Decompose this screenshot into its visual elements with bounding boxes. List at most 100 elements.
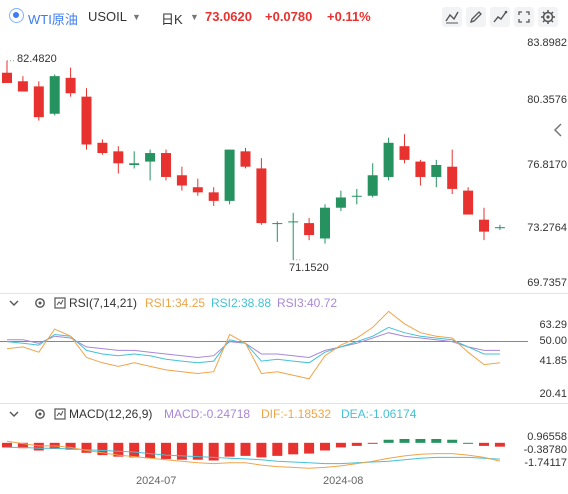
- candle-body: [399, 146, 410, 160]
- rsi2-line: [6, 326, 500, 364]
- candle-body: [224, 149, 235, 201]
- candle-body: [479, 219, 489, 232]
- macd-bar: [240, 442, 251, 456]
- symbol-logo-icon: [9, 8, 24, 23]
- price-tick: 69.7357: [527, 277, 567, 289]
- candle-body: [304, 223, 315, 236]
- panel-divider: [0, 293, 568, 294]
- candle-body: [415, 161, 426, 177]
- candle-body: [208, 192, 219, 201]
- chart-header: WTI原油 USOIL ▼ 日K ▼ 73.0620 +0.0780 +0.11…: [0, 0, 568, 34]
- macd-bar: [288, 442, 299, 455]
- symbol-code[interactable]: USOIL: [88, 9, 128, 24]
- macd-bar: [256, 442, 267, 458]
- candle-body: [17, 81, 28, 92]
- macd-bar: [494, 442, 505, 447]
- macd-bar: [192, 442, 203, 460]
- dea-line: [7, 446, 500, 465]
- high-price-label: 82.4820: [17, 53, 57, 65]
- macd-bar: [2, 442, 12, 448]
- x-tick: 2024-08: [323, 475, 364, 487]
- fullscreen-icon[interactable]: [514, 7, 534, 27]
- macd-title: MACD(12,26,9): [69, 407, 153, 421]
- rsi-tick: 20.41: [539, 388, 567, 400]
- candle-body: [81, 96, 92, 145]
- low-price-label: 71.1520: [289, 262, 329, 274]
- macd-bar: [208, 442, 219, 461]
- macd-bar: [81, 442, 92, 453]
- macd-legend: MACD(12,26,9) MACD:-0.24718 DIF:-1.18532…: [0, 407, 540, 425]
- macd-value: MACD:-0.24718: [164, 407, 251, 421]
- macd-bar: [367, 442, 378, 444]
- chart-type-icon[interactable]: [442, 7, 462, 27]
- symbol-name[interactable]: WTI原油: [28, 12, 78, 27]
- rsi2-value: RSI2:38.88: [211, 296, 272, 310]
- macd-bar: [161, 442, 171, 459]
- candle-body: [256, 168, 267, 224]
- rsi-tick: 63.29: [539, 319, 567, 331]
- price-tick: 83.8982: [527, 37, 567, 49]
- macd-bar: [224, 442, 235, 457]
- candle-body: [113, 151, 124, 164]
- dif-value: DIF:-1.18532: [261, 407, 332, 421]
- candle-body: [335, 197, 346, 208]
- macd-bar: [431, 438, 442, 443]
- candle-body: [129, 163, 140, 165]
- timeframe-select[interactable]: 日K: [161, 12, 183, 27]
- macd-bar: [351, 442, 362, 446]
- symbol-dropdown-icon[interactable]: ▼: [132, 12, 141, 22]
- candle-body: [431, 164, 442, 177]
- candle-body: [145, 153, 156, 162]
- macd-bar: [113, 442, 124, 457]
- candle-body: [383, 142, 394, 177]
- candle-body: [351, 195, 362, 197]
- macd-bar: [415, 438, 426, 443]
- price-tick: 80.3576: [527, 94, 567, 106]
- macd-tick: -0.38780: [523, 444, 567, 456]
- candle-body: [494, 227, 505, 229]
- price-tick: 76.8170: [527, 159, 567, 171]
- draw-icon[interactable]: [466, 7, 486, 27]
- macd-bar: [97, 442, 108, 456]
- timeframe-dropdown-icon[interactable]: ▼: [190, 12, 199, 22]
- rsi1-value: RSI1:34.25: [145, 296, 206, 310]
- macd-bar: [145, 442, 156, 459]
- macd-bar: [383, 439, 394, 443]
- rsi1-line: [6, 310, 500, 380]
- panel-divider: [0, 403, 568, 404]
- macd-bar: [129, 442, 140, 458]
- candle-body: [320, 207, 330, 239]
- candle-body: [367, 175, 378, 196]
- candle-body: [463, 190, 474, 215]
- candle-body: [192, 187, 203, 193]
- candle-body: [2, 72, 12, 83]
- settings-icon[interactable]: [538, 7, 558, 27]
- rsi3-line: [7, 332, 500, 359]
- dea-value: DEA:-1.06174: [341, 407, 417, 421]
- price-change: +0.0780: [265, 9, 313, 24]
- macd-bar: [320, 442, 330, 451]
- price-change-pct: +0.11%: [327, 9, 371, 24]
- indicator-icon[interactable]: [490, 7, 510, 27]
- candle-body: [49, 76, 60, 114]
- candle-body: [447, 166, 458, 189]
- dif-line: [6, 440, 501, 469]
- rsi-tick: 41.85: [539, 355, 567, 367]
- price-tick: 73.2764: [527, 222, 567, 234]
- macd-bar: [17, 442, 28, 449]
- x-tick: 2024-07: [136, 475, 177, 487]
- candle-body: [97, 142, 108, 154]
- macd-bar: [447, 439, 458, 443]
- macd-bar: [65, 442, 76, 450]
- macd-bar: [479, 442, 489, 446]
- candle-body: [288, 221, 299, 223]
- macd-bar: [304, 442, 315, 454]
- last-price: 73.0620: [205, 9, 252, 24]
- rsi-legend: RSI(7,14,21) RSI1:34.25 RSI2:38.88 RSI3:…: [0, 296, 540, 314]
- candle-body: [161, 153, 171, 177]
- scroll-right-icon[interactable]: [551, 120, 565, 140]
- candle-body: [272, 223, 283, 225]
- macd-bar: [335, 442, 346, 448]
- macd-tick: -1.74117: [524, 457, 567, 469]
